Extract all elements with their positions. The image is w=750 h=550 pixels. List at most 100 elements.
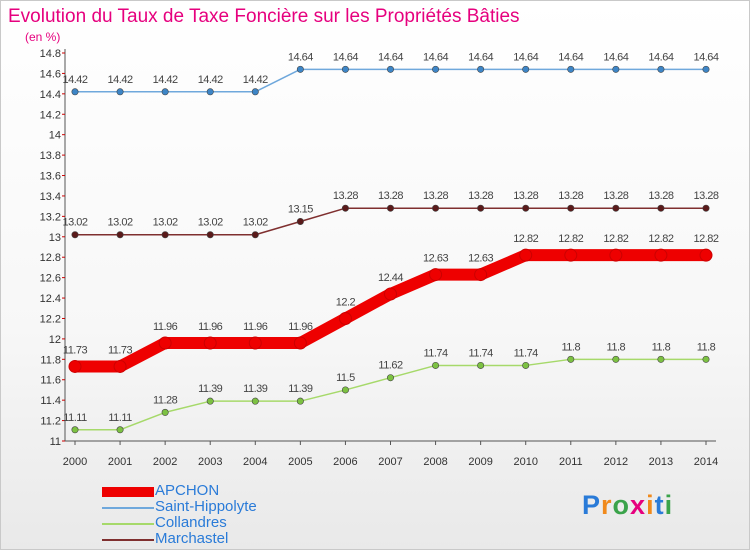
data-point-marchastel (657, 204, 665, 212)
data-label-apchon: 12.44 (378, 272, 403, 284)
x-tick-label: 2014 (694, 456, 718, 468)
data-point-apchon (203, 336, 217, 350)
data-point-saint-hippolyte (432, 65, 440, 73)
data-label-apchon: 12.63 (468, 253, 493, 265)
proxiti-logo: Proxiti (582, 490, 673, 521)
data-point-collandres (206, 397, 214, 405)
data-label-saint-hippolyte: 14.42 (153, 74, 178, 86)
data-point-saint-hippolyte (386, 65, 394, 73)
data-label-collandres: 11.8 (652, 341, 671, 353)
data-label-marchastel: 13.02 (108, 217, 133, 229)
x-tick-label: 2009 (468, 456, 492, 468)
data-label-collandres: 11.74 (514, 347, 539, 359)
data-label-apchon: 11.96 (288, 321, 313, 333)
data-label-marchastel: 13.28 (693, 190, 718, 202)
data-label-apchon: 12.2 (336, 296, 356, 308)
logo-letter: x (630, 490, 647, 520)
data-label-collandres: 11.8 (561, 341, 580, 353)
y-tick-label: 11.8 (40, 354, 61, 366)
y-tick-label: 12.2 (40, 313, 61, 325)
data-point-collandres (71, 426, 79, 434)
data-point-collandres (657, 355, 665, 363)
data-label-marchastel: 13.02 (243, 217, 268, 229)
x-tick-label: 2004 (243, 456, 267, 468)
legend-swatch (102, 523, 154, 525)
data-label-saint-hippolyte: 14.42 (243, 74, 268, 86)
data-point-apchon (519, 248, 533, 262)
data-point-apchon (384, 287, 397, 301)
data-point-collandres (477, 361, 485, 369)
data-point-apchon (429, 268, 443, 282)
data-label-marchastel: 13.28 (648, 190, 673, 202)
x-tick-label: 2003 (198, 456, 222, 468)
chart-title: Evolution du Taux de Taxe Foncière sur l… (8, 6, 520, 27)
y-tick-label: 12.4 (40, 293, 61, 305)
data-point-marchastel (432, 204, 440, 212)
data-label-saint-hippolyte: 14.64 (513, 51, 538, 63)
data-point-saint-hippolyte (522, 65, 530, 73)
data-point-saint-hippolyte (71, 88, 79, 96)
y-tick-label: 12.6 (40, 273, 61, 285)
data-point-apchon (564, 248, 578, 262)
data-point-saint-hippolyte (116, 88, 124, 96)
data-point-marchastel (206, 231, 214, 239)
data-label-saint-hippolyte: 14.64 (693, 51, 718, 63)
y-tick-label: 12 (49, 334, 61, 346)
data-label-collandres: 11.11 (108, 412, 132, 424)
data-point-marchastel (567, 204, 575, 212)
data-label-marchastel: 13.28 (513, 190, 538, 202)
data-label-apchon: 11.73 (108, 344, 133, 356)
data-point-apchon (158, 336, 172, 350)
data-point-apchon (699, 248, 713, 262)
data-label-collandres: 11.39 (198, 383, 223, 395)
data-label-marchastel: 13.02 (62, 217, 87, 229)
data-point-apchon (293, 336, 307, 350)
data-point-marchastel (477, 204, 485, 212)
data-point-apchon (654, 248, 668, 262)
data-label-marchastel: 13.28 (423, 190, 448, 202)
data-label-collandres: 11.39 (243, 383, 268, 395)
data-label-apchon: 12.82 (558, 233, 583, 245)
y-axis-units: (en %) (25, 30, 61, 44)
y-tick-label: 14.4 (40, 89, 61, 101)
data-point-marchastel (296, 217, 304, 225)
y-tick-label: 11.2 (40, 416, 61, 428)
data-point-saint-hippolyte (657, 65, 665, 73)
data-point-collandres (161, 408, 169, 416)
data-point-marchastel (71, 231, 79, 239)
data-label-marchastel: 13.02 (153, 217, 178, 229)
data-point-apchon (474, 268, 488, 282)
data-label-collandres: 11.39 (288, 383, 313, 395)
data-label-saint-hippolyte: 14.64 (378, 51, 403, 63)
data-point-saint-hippolyte (477, 65, 485, 73)
logo-letter: P (582, 490, 602, 520)
legend-swatch (102, 539, 154, 541)
data-label-saint-hippolyte: 14.42 (198, 74, 223, 86)
data-label-marchastel: 13.15 (288, 203, 313, 215)
x-tick-label: 2000 (63, 456, 87, 468)
y-tick-label: 11.4 (40, 395, 61, 407)
legend-label: Collandres (155, 514, 227, 531)
data-point-saint-hippolyte (161, 88, 169, 96)
data-point-apchon (113, 359, 127, 373)
data-point-collandres (386, 374, 394, 382)
data-label-apchon: 12.82 (603, 233, 628, 245)
y-tick-label: 13.2 (40, 211, 61, 223)
data-label-collandres: 11.8 (607, 341, 626, 353)
data-point-collandres (702, 355, 710, 363)
data-point-marchastel (612, 204, 620, 212)
x-tick-label: 2007 (378, 456, 402, 468)
y-tick-label: 11 (50, 436, 61, 448)
data-point-collandres (296, 397, 304, 405)
data-label-apchon: 12.63 (423, 253, 448, 265)
data-label-marchastel: 13.28 (378, 190, 403, 202)
legend-swatch (102, 487, 154, 497)
data-point-apchon (248, 336, 262, 350)
logo-letter: r (601, 490, 613, 520)
legend-label: Marchastel (155, 530, 229, 547)
data-point-apchon (609, 248, 623, 262)
data-label-collandres: 11.62 (378, 360, 403, 372)
data-label-apchon: 11.96 (198, 321, 223, 333)
legend-label: Saint-Hippolyte (155, 498, 257, 515)
logo-letter: i (664, 490, 674, 520)
